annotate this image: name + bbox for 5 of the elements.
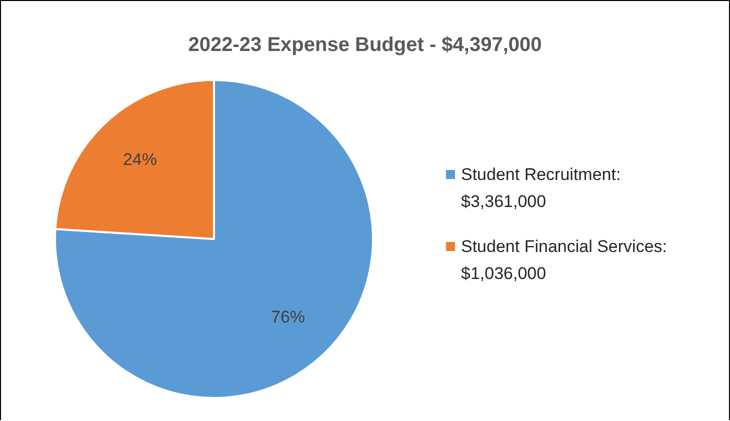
legend-label: Student Financial Services: $1,036,000: [461, 236, 668, 285]
chart-title: 2022-23 Expense Budget - $4,397,000: [187, 34, 543, 57]
legend-label: Student Recruitment: $3,361,000: [461, 164, 622, 213]
data-label: 76%: [271, 308, 306, 327]
data-label: 24%: [122, 150, 157, 169]
